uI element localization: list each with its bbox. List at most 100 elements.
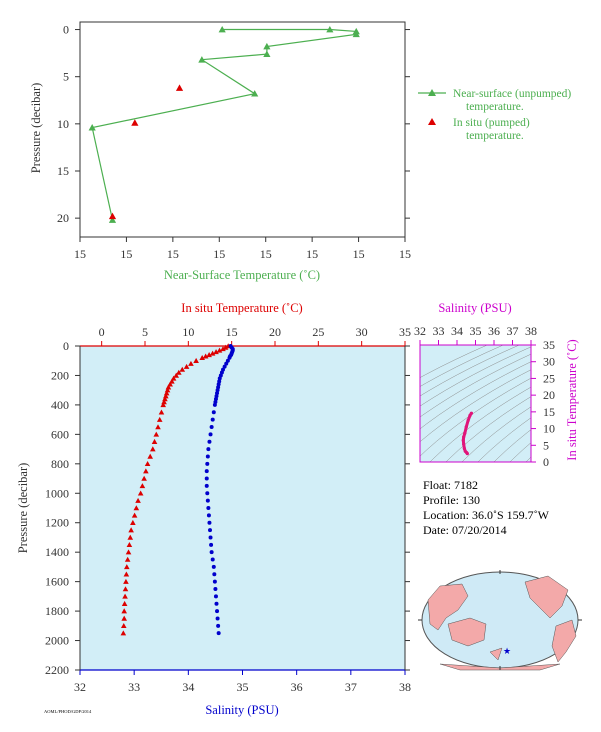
ts-diagram: 32 33 34 35 36 37 38 0 5 10 15 20 25 30 35 Salinity (… — [414, 301, 601, 469]
salinity-point — [216, 631, 221, 636]
near-surface-point — [326, 25, 334, 33]
temperature-axis-title: In situ Temperature (˚C) — [181, 301, 302, 315]
temperature-point — [139, 483, 146, 489]
salinity-point — [211, 564, 216, 569]
temperature-point — [124, 556, 131, 562]
ts-profile-point — [466, 418, 470, 423]
ts-y-tick-label: 0 — [543, 455, 549, 469]
temperature-point — [135, 497, 141, 503]
near-surface-point — [218, 25, 226, 33]
temperature-point — [150, 446, 156, 452]
temperature-ticks: 0 5 10 15 20 25 30 35 — [99, 325, 411, 346]
salinity-point — [211, 410, 216, 415]
ts-y-tick-label: 35 — [543, 338, 555, 352]
map-land-australia — [447, 617, 487, 647]
map-land-north-america — [524, 575, 569, 619]
temperature-point — [179, 366, 186, 372]
near-surface-series — [88, 25, 360, 223]
density-contour-line — [420, 346, 531, 407]
ts-x-tick-label: 35 — [470, 324, 482, 338]
temperature-point — [176, 369, 182, 375]
near-surface-x-tick-label: 15 — [260, 247, 272, 261]
ts-y-tick-label: 20 — [543, 388, 555, 402]
near-surface-y-tick-label: 5 — [63, 70, 69, 84]
world-map: ★ — [418, 570, 582, 671]
float-location-marker-icon: ★ — [503, 646, 511, 656]
ts-profile-point — [462, 442, 466, 446]
temperature-point — [163, 393, 169, 399]
temperature-point — [121, 615, 127, 621]
temperature-point — [209, 350, 216, 356]
temperature-tick-label: 15 — [226, 325, 238, 339]
density-contour-line — [584, 337, 601, 468]
near-surface-x-tick-label: 15 — [167, 247, 179, 261]
salinity-point — [212, 402, 217, 407]
salinity-point — [216, 623, 221, 628]
near-surface-x-tick-label: 15 — [399, 247, 411, 261]
density-contour-line — [477, 417, 531, 462]
density-contours — [420, 337, 601, 468]
temperature-point — [137, 490, 144, 496]
density-contour-line — [420, 369, 531, 443]
pressure-tick-label: 400 — [51, 398, 69, 412]
near-surface-y-axis-title: Pressure (decibar) — [29, 83, 43, 174]
density-contour-line — [420, 345, 520, 397]
near-surface-x-tick-label: 15 — [213, 247, 225, 261]
salinity-point — [208, 432, 213, 437]
pressure-tick-label: 800 — [51, 457, 69, 471]
in-situ-point — [131, 119, 139, 126]
near-surface-y-tick-label: 10 — [57, 117, 69, 131]
salinity-point — [206, 447, 211, 452]
near-surface-point — [88, 124, 96, 131]
map-land-new-zealand — [489, 647, 503, 661]
temperature-tick-label: 35 — [399, 325, 411, 339]
salinity-point — [207, 520, 212, 525]
legend-marker-in-situ — [428, 118, 436, 125]
temperature-point — [153, 431, 160, 437]
pressure-axis-title: Pressure (decibar) — [16, 463, 30, 554]
temperature-point — [199, 354, 205, 361]
ts-plot-background — [420, 345, 531, 462]
salinity-point — [222, 364, 227, 369]
near-surface-point — [263, 42, 271, 50]
temperature-point — [124, 564, 130, 570]
density-contour-line — [461, 406, 531, 462]
ts-profile-point — [464, 425, 468, 429]
temperature-point — [163, 390, 170, 396]
map-ticks — [418, 570, 582, 670]
temperature-point — [156, 416, 163, 422]
temperature-point — [121, 608, 127, 614]
ts-x-tick-label: 34 — [451, 324, 463, 338]
temperature-point — [162, 396, 168, 402]
near-surface-y-tick-label: 20 — [57, 211, 69, 225]
ts-x-tick-label: 37 — [507, 324, 519, 338]
density-contour-line — [420, 353, 531, 418]
temperature-point — [213, 349, 219, 355]
ts-title: Salinity (PSU) — [438, 301, 511, 315]
ts-x-tick-label: 33 — [433, 324, 445, 338]
salinity-point — [205, 498, 210, 503]
map-land-antarctica — [439, 663, 561, 671]
temperature-point — [121, 600, 128, 606]
map-land-asia — [427, 583, 469, 631]
salinity-point — [209, 425, 214, 429]
density-contour-line — [493, 429, 531, 462]
pressure-tick-label: 2000 — [45, 634, 69, 648]
ts-y-tick-label: 5 — [543, 438, 549, 452]
ts-x-tick-label: 32 — [414, 324, 426, 338]
salinity-point — [205, 491, 210, 496]
ts-series — [461, 411, 474, 456]
salinity-tick-label: 34 — [182, 680, 194, 694]
ts-profile-point — [469, 411, 474, 415]
in-situ-point — [175, 84, 184, 91]
temperature-point — [188, 360, 194, 366]
temperature-tick-label: 25 — [312, 325, 324, 339]
pressure-tick-label: 1400 — [45, 545, 69, 559]
pressure-tick-label: 0 — [63, 339, 69, 353]
temperature-point — [141, 475, 147, 481]
temperature-point — [151, 438, 158, 444]
pressure-ticks: 0 200 400 600 800 1000 1200 1400 1600 1800 2000 220… — [45, 339, 410, 677]
temperature-point — [165, 384, 172, 390]
near-surface-y-ticks: 0 5 10 15 20 — [57, 23, 410, 225]
legend-label-in-situ-line1: In situ (pumped) — [453, 117, 530, 129]
